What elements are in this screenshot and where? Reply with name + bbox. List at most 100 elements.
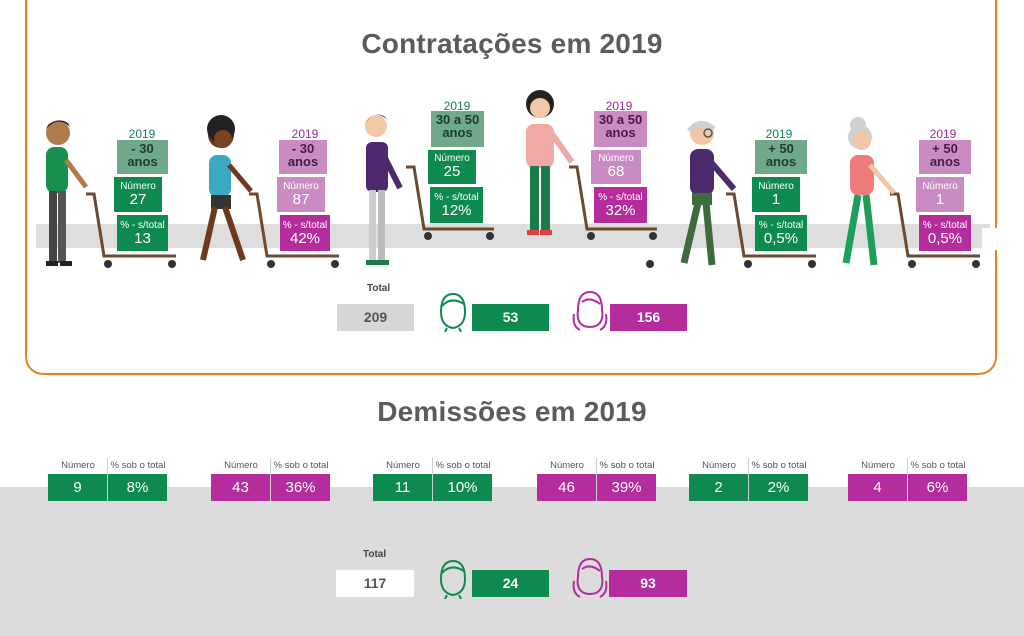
person-adult-male-icon (365, 114, 403, 265)
fires-separator (107, 458, 108, 501)
numero-value: 87 (292, 191, 310, 209)
pct-label: % - s/total (598, 192, 643, 203)
fires-pct-value: 36% (271, 474, 330, 501)
age-label-box: 30 a 50 anos (594, 111, 647, 147)
fires-background-band (0, 487, 1024, 636)
person-young-male-icon (46, 120, 89, 266)
pct-value: 0,5% (763, 230, 799, 248)
numero-label: Número (434, 153, 470, 164)
fires-female-value: 93 (609, 570, 687, 597)
group-year: 2019 (443, 99, 471, 113)
age-label-line1: 30 a 50 (598, 112, 643, 127)
numero-box: Número 1 (916, 177, 964, 212)
pct-label: % - s/total (120, 220, 165, 231)
person-senior-male-icon (680, 121, 736, 266)
pct-box: % - s/total 42% (280, 215, 330, 251)
age-label-line2: anos (127, 154, 158, 170)
cart-wheel (646, 260, 654, 268)
fires-total-label: Total (363, 549, 387, 560)
fires-numero-value: 9 (48, 474, 107, 501)
group-year: 2019 (929, 127, 957, 141)
hires-male-value: 53 (472, 304, 549, 331)
age-label-line2: anos (605, 125, 636, 141)
female-head-icon (572, 290, 608, 331)
age-label-line1: - 30 (131, 141, 154, 156)
numero-box: Número 87 (277, 177, 325, 212)
fires-pct-value: 8% (108, 474, 167, 501)
group-year: 2019 (128, 127, 156, 141)
age-label-box: 30 a 50 anos (431, 111, 484, 147)
cart-icon (569, 165, 657, 240)
fires-numero-value: 2 (689, 474, 748, 501)
cart-icon (249, 192, 339, 268)
fires-pct-value: 10% (433, 474, 492, 501)
age-label-box: + 50 anos (919, 140, 971, 174)
group-year: 2019 (605, 99, 633, 113)
age-label-line1: + 50 (768, 141, 794, 156)
fires-numero-value: 43 (211, 474, 270, 501)
pct-value: 13 (134, 230, 151, 248)
pct-value: 0,5% (927, 230, 963, 248)
fires-separator (907, 458, 908, 501)
cart-icon (406, 165, 494, 240)
fires-pct-header: % sob o total (910, 460, 966, 471)
age-label-box: - 30 anos (279, 140, 327, 174)
numero-value: 25 (443, 163, 461, 181)
age-label-line2: anos (929, 154, 961, 170)
fires-pct-header: % sob o total (273, 460, 329, 471)
numero-box: Número 68 (591, 150, 641, 184)
hires-female-value: 156 (610, 304, 687, 331)
fires-numero-value: 46 (537, 474, 596, 501)
age-label-line2: anos (765, 154, 797, 170)
fires-male-value: 24 (472, 570, 549, 597)
fires-title: Demissões em 2019 (377, 396, 647, 427)
person-senior-female-icon (842, 117, 896, 266)
fires-pct-header: % sob o total (435, 460, 491, 471)
age-label-line2: anos (442, 125, 473, 141)
fires-numero-header: Número (702, 460, 736, 471)
fires-numero-value: 4 (848, 474, 907, 501)
age-label-box: + 50 anos (755, 140, 807, 174)
fires-pct-header: % sob o total (110, 460, 166, 471)
numero-value: 27 (129, 191, 147, 209)
pct-label: % - s/total (758, 220, 804, 231)
cart-icon (890, 192, 980, 268)
fires-total-value: 117 (336, 570, 414, 597)
pct-value: 32% (605, 202, 636, 220)
numero-box: Número 27 (114, 177, 162, 212)
numero-value: 1 (771, 191, 781, 209)
numero-label: Número (283, 181, 319, 192)
numero-box: Número 1 (752, 177, 800, 212)
hires-title: Contratações em 2019 (361, 28, 663, 59)
numero-label: Número (120, 181, 156, 192)
fires-pct-value: 6% (908, 474, 967, 501)
pct-value: 12% (441, 202, 472, 220)
group-year: 2019 (765, 127, 793, 141)
pct-box: % - s/total 0,5% (755, 215, 807, 251)
fires-separator (596, 458, 597, 501)
pct-box: % - s/total 13 (117, 215, 168, 251)
male-head-icon (439, 292, 467, 332)
fires-numero-header: Número (386, 460, 420, 471)
fires-numero-header: Número (61, 460, 95, 471)
group-year: 2019 (291, 127, 319, 141)
age-label-line1: 30 a 50 (435, 112, 480, 127)
pct-box: % - s/total 0,5% (919, 215, 971, 251)
age-label-line1: - 30 (291, 141, 315, 156)
hires-total-value: 209 (337, 304, 414, 331)
pct-box: % - s/total 12% (430, 187, 483, 223)
person-adult-female-icon (526, 90, 575, 235)
conveyor-belt (36, 224, 990, 248)
fires-numero-header: Número (550, 460, 584, 471)
fires-numero-header: Número (224, 460, 258, 471)
fires-separator (432, 458, 433, 501)
fires-numero-header: Número (861, 460, 895, 471)
age-label-line1: + 50 (932, 141, 958, 156)
fires-separator (748, 458, 749, 501)
fires-pct-value: 39% (597, 474, 656, 501)
person-young-female-icon (200, 115, 253, 261)
numero-value: 1 (935, 191, 945, 209)
female-head-icon (572, 557, 608, 598)
numero-value: 68 (607, 163, 625, 181)
hires-frame (25, 0, 997, 375)
